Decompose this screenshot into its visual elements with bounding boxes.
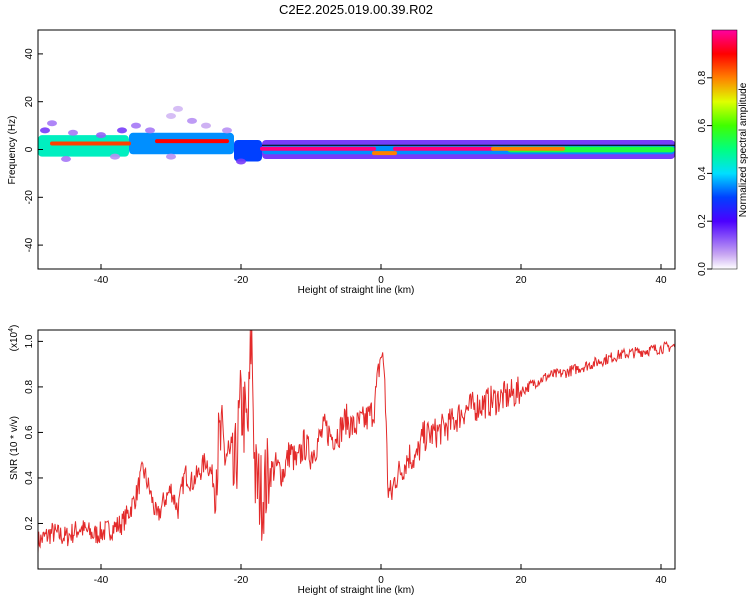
snr-x-label: Height of straight line (km) xyxy=(298,585,415,596)
heatmap-blob-13 xyxy=(110,153,120,160)
spectrogram-y-tick-label: 0 xyxy=(24,146,35,152)
spectrogram-y-ticks: -40 -20 0 20 40 xyxy=(24,48,43,252)
spectrogram-x-tick-label: -40 xyxy=(94,275,109,286)
snr-y-tick-label: 0.6 xyxy=(24,425,35,439)
snr-y-tick-label: 0.8 xyxy=(24,380,35,394)
heatmap-band-2 xyxy=(234,139,262,162)
snr-x-tick-label: 20 xyxy=(515,575,527,586)
colorbar-tick-label: 0.4 xyxy=(697,166,708,180)
heatmap-blob-7 xyxy=(166,113,176,120)
colorbar: 0.0 0.2 0.4 0.6 0.8 Normalized spectral ampl… xyxy=(697,29,749,276)
heatmap-blob-12 xyxy=(61,156,71,163)
heatmap-blob-10 xyxy=(201,122,211,129)
snr-y-scale-label: (x104) xyxy=(8,325,20,352)
spectrogram-x-tick-label: -20 xyxy=(234,275,249,286)
snr-x-tick-label: 0 xyxy=(378,575,384,586)
heatmap-blob-9 xyxy=(187,117,197,124)
heatmap-layer xyxy=(38,105,675,165)
figure-title: C2E2.2025.019.00.39.R02 xyxy=(279,2,433,17)
heatmap-blob-4 xyxy=(117,127,127,134)
colorbar-label: Normalized spectral amplitude xyxy=(738,82,749,217)
svg-text:(x104): (x104) xyxy=(8,325,20,352)
colorbar-tick-label: 0.0 xyxy=(697,262,708,276)
heatmap-blob-8 xyxy=(173,105,183,112)
heatmap-blob-5 xyxy=(131,122,141,129)
heatmap-blob-1 xyxy=(47,120,57,127)
heatmap-blob-3 xyxy=(96,132,106,139)
spectrogram-y-tick-label: 40 xyxy=(24,48,35,60)
snr-panel: -40 -20 0 20 40 0.2 0.4 0.6 0.8 1.0 Height of st… xyxy=(8,325,676,596)
heatmap-band-1 xyxy=(129,132,234,155)
snr-x-tick-label: 40 xyxy=(655,575,667,586)
colorbar-tick-label: 0.6 xyxy=(697,118,708,132)
spectrogram-y-tick-label: -20 xyxy=(24,190,35,205)
heatmap-band-0 xyxy=(38,135,129,157)
spectrogram-y-tick-label: -40 xyxy=(24,237,35,252)
scale-suffix: ) xyxy=(9,325,20,328)
snr-series-line xyxy=(38,330,675,554)
scale-prefix: (x10 xyxy=(9,331,20,351)
heatmap-blob-14 xyxy=(166,153,176,160)
colorbar-tick-label: 0.8 xyxy=(697,70,708,84)
spectrogram-x-label: Height of straight line (km) xyxy=(298,285,415,296)
snr-y-tick-label: 1.0 xyxy=(24,334,35,348)
scale-exponent: 4 xyxy=(8,328,15,332)
spectrogram-y-tick-label: 20 xyxy=(24,96,35,108)
heatmap-blob-15 xyxy=(236,158,246,165)
colorbar-gradient xyxy=(711,29,738,270)
snr-y-tick-label: 0.4 xyxy=(24,471,35,485)
spectrogram-x-tick-label: 20 xyxy=(515,275,527,286)
colorbar-ticks: 0.0 0.2 0.4 0.6 0.8 xyxy=(697,70,712,276)
snr-x-tick-label: -20 xyxy=(234,575,249,586)
heatmap-blob-6 xyxy=(145,127,155,134)
snr-y-label: SNR (10 * v/v) xyxy=(9,416,20,480)
snr-frame xyxy=(37,329,676,570)
spectrogram-x-ticks: -40 -20 0 20 40 xyxy=(94,264,667,286)
spectrogram-y-label: Frequency (Hz) xyxy=(7,116,18,185)
heatmap-blob-11 xyxy=(222,127,232,134)
heatmap-blob-2 xyxy=(68,129,78,136)
snr-y-ticks: 0.2 0.4 0.6 0.8 1.0 xyxy=(24,334,43,530)
spectrogram-x-tick-label: 40 xyxy=(655,275,667,286)
spectrogram-panel: -40 -20 0 20 40 -40 -20 0 20 40 Height of straig… xyxy=(7,29,676,296)
spectrogram-x-tick-label: 0 xyxy=(378,275,384,286)
snr-x-ticks: -40 -20 0 20 40 xyxy=(94,564,667,586)
snr-x-tick-label: -40 xyxy=(94,575,109,586)
heatmap-blob-0 xyxy=(40,127,50,134)
snr-y-tick-label: 0.2 xyxy=(24,516,35,530)
colorbar-tick-label: 0.2 xyxy=(697,214,708,228)
